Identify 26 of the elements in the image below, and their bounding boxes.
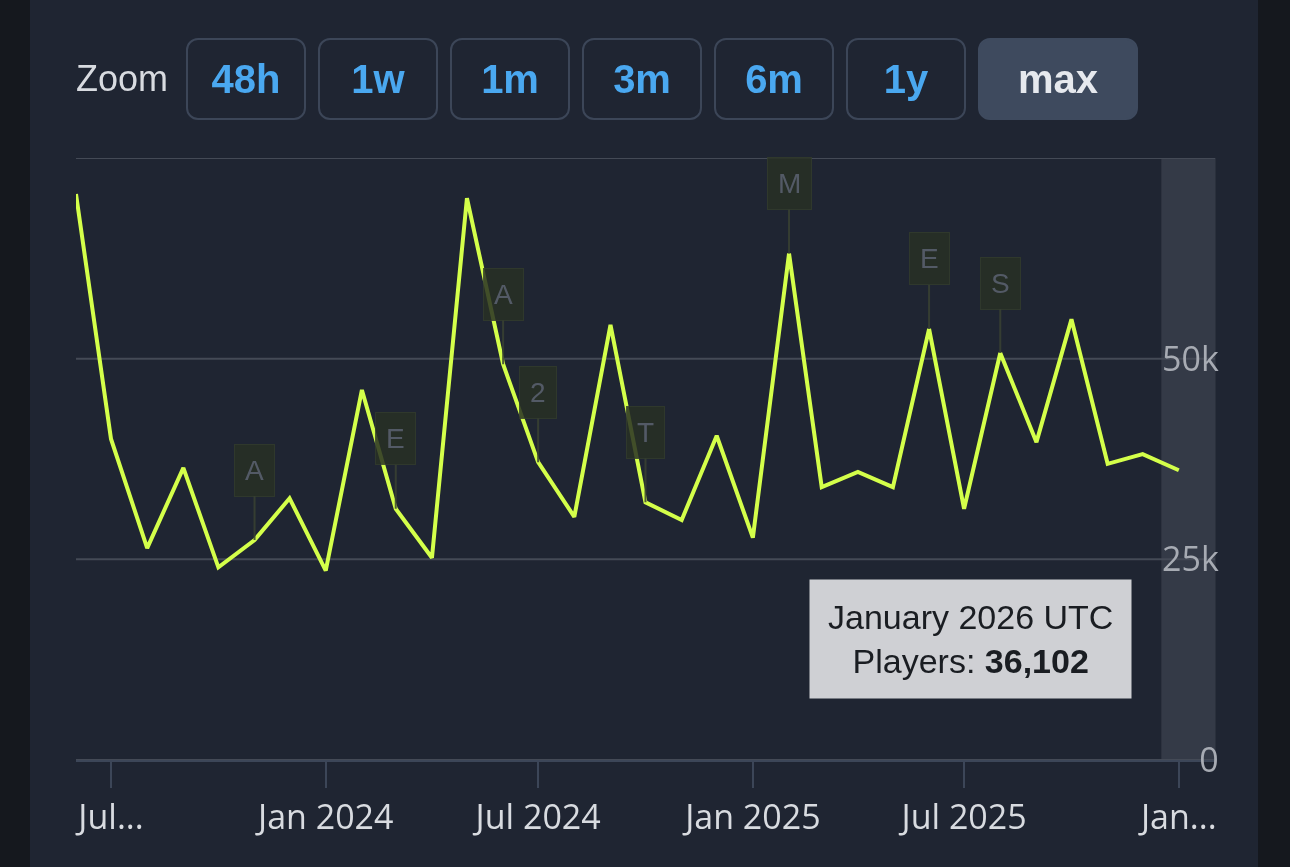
y-tick-label: 0 [1199,735,1219,782]
annotation: A [494,279,513,310]
zoom-button: max [978,38,1139,120]
zoom-button: 1y [846,38,967,120]
annotation: S [991,268,1010,299]
annotation: January 2026 UTC Players: 36,102 [828,598,1114,681]
annotation: M [778,168,802,199]
annotation: E [386,423,405,454]
annotation: T [637,417,655,448]
text: Zoom [76,58,169,100]
x-tick-label: Jan 2024 [255,792,394,839]
zoom-button: 6m [714,38,835,120]
x-tick-label: Jul 2025 [898,792,1027,839]
x-tick-label: Jan... [1137,792,1217,839]
zoom-button: 1w [318,38,439,120]
x-tick-label: Jan 2025 [682,792,821,839]
y-tick-label: 50k [1162,334,1219,381]
x-tick-label: Jul... [75,792,144,839]
annotation: A [245,455,264,486]
annotation: E [920,243,939,274]
zoom-button: 48h [186,38,307,120]
y-tick-label: 25k [1162,535,1219,582]
zoom-button: 3m [582,38,703,120]
annotation: 2 [530,377,546,408]
zoom-button: 1m [450,38,571,120]
x-tick-label: Jul 2024 [472,792,601,839]
